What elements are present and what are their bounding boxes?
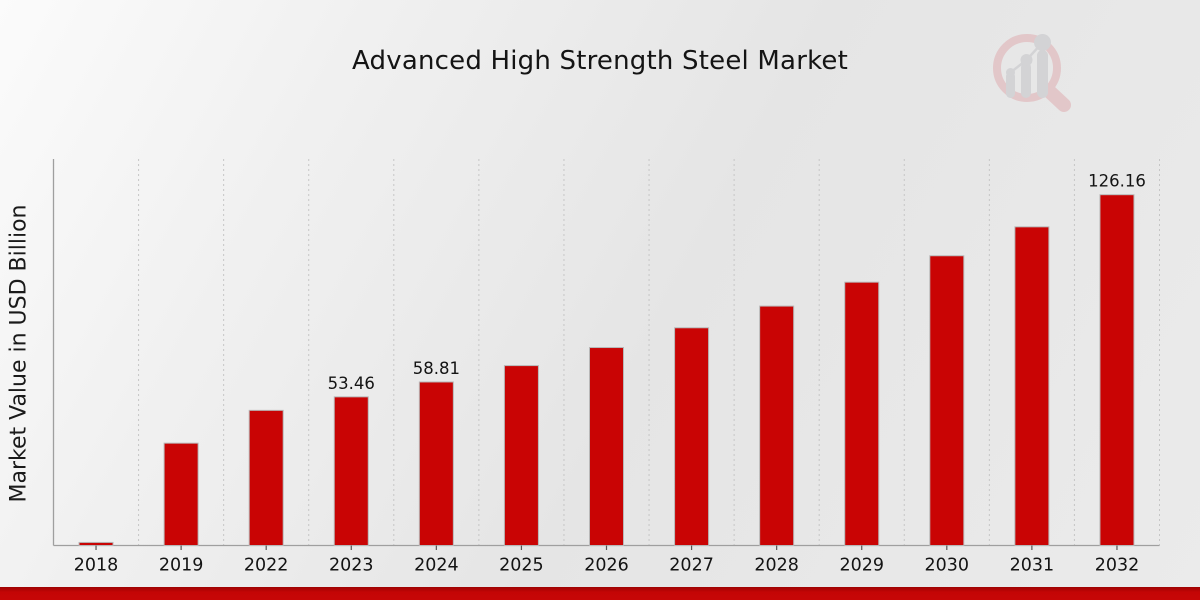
bar-2022 [248,409,284,546]
bar-2028 [759,305,795,546]
growth-line-icon [1006,34,1051,77]
x-tick-label-2032: 2032 [1095,556,1140,576]
bar-2027 [674,327,710,547]
bar-2025 [503,365,539,547]
bar-2030 [929,255,965,546]
x-tick-label-2027: 2027 [669,556,714,576]
x-tick-label-2029: 2029 [839,556,884,576]
bar-2026 [589,347,624,546]
bar-value-label-2024: 58.81 [413,359,460,378]
x-tick-label-2025: 2025 [499,556,544,576]
bar-2029 [844,281,880,546]
chart-title: Advanced High Strength Steel Market [352,46,848,76]
growth-bars-icon [1006,50,1048,98]
bar-2031 [1014,226,1050,546]
bar-value-label-2032: 126.16 [1088,172,1146,191]
x-tick-label-2031: 2031 [1010,556,1055,576]
x-tick-label-2023: 2023 [329,556,374,576]
x-tick-label-2022: 2022 [244,556,289,576]
bar-2023 [333,396,369,546]
x-tick-label-2019: 2019 [159,556,204,576]
watermark-logo [993,34,1071,112]
bar-value-label-2023: 53.46 [328,374,375,393]
x-tick-label-2026: 2026 [584,556,629,576]
magnifier-icon [993,34,1071,112]
x-tick-label-2030: 2030 [925,556,970,576]
bottom-red-banner [0,587,1200,600]
bar-2024 [418,381,454,547]
x-tick-label-2028: 2028 [754,556,799,576]
bar-2019 [163,442,199,547]
bar-2032 [1099,194,1135,547]
x-tick-label-2024: 2024 [414,556,459,576]
bar-2018 [78,541,114,546]
x-tick-label-2018: 2018 [74,556,119,576]
